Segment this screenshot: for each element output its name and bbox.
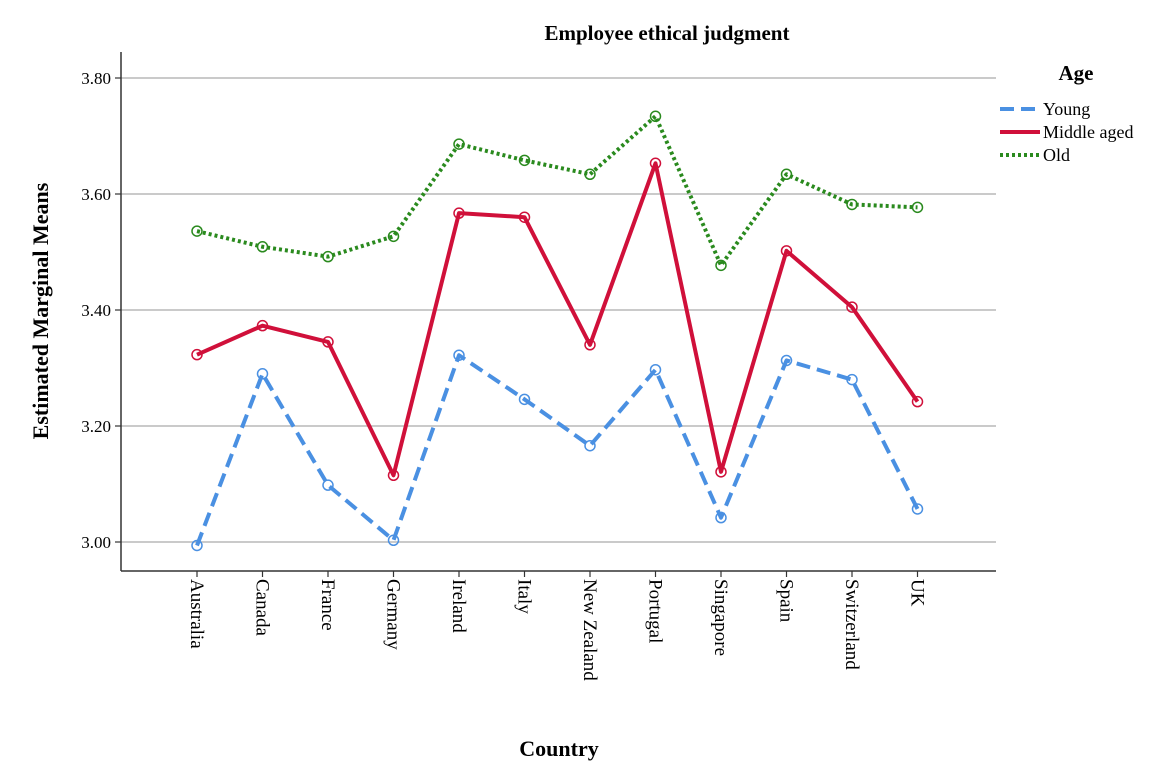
data-point	[911, 395, 924, 408]
legend-label: Young	[1043, 99, 1090, 119]
series-middle-aged	[191, 157, 924, 482]
y-tick-label: 3.00	[81, 533, 111, 552]
series-line	[196, 161, 920, 478]
legend-label: Middle aged	[1043, 122, 1133, 142]
x-tick-label: Switzerland	[841, 579, 862, 670]
data-point	[191, 539, 203, 552]
x-tick-label: Portugal	[645, 579, 666, 643]
legend: Age Young Middle aged Old	[1000, 61, 1133, 165]
x-tick-label: Italy	[514, 579, 535, 614]
data-point	[649, 110, 662, 123]
series-line	[196, 114, 918, 268]
x-tick-label: UK	[907, 579, 928, 607]
data-point	[453, 207, 465, 219]
data-point	[518, 393, 531, 406]
x-tick-label: New Zealand	[579, 579, 600, 681]
data-point	[715, 511, 727, 524]
series-group	[191, 110, 924, 552]
y-axis-title: Estimated Marginal Means	[28, 182, 53, 439]
data-point	[453, 349, 465, 361]
data-point	[453, 138, 465, 150]
y-tick-label: 3.60	[81, 185, 111, 204]
data-point	[911, 503, 924, 515]
data-point	[911, 201, 924, 214]
x-tick-label: Spain	[776, 579, 797, 623]
x-tick-label: France	[317, 579, 338, 631]
data-point	[846, 373, 858, 386]
legend-title: Age	[1059, 61, 1094, 85]
x-tick-label: Australia	[186, 579, 207, 649]
data-point	[846, 198, 858, 211]
data-point	[584, 439, 596, 452]
data-point	[518, 211, 531, 223]
data-point	[518, 154, 531, 167]
data-point	[191, 348, 203, 361]
y-tick-label: 3.40	[81, 301, 111, 320]
x-tick-labels: Australia Canada France Germany Ireland Italy…	[186, 571, 928, 681]
data-point	[649, 157, 662, 170]
data-point	[387, 469, 400, 482]
data-point	[780, 354, 793, 367]
series-line	[195, 353, 920, 547]
data-point	[846, 301, 858, 313]
data-point	[387, 534, 400, 547]
data-point	[649, 363, 662, 376]
axes	[120, 52, 996, 572]
data-point	[715, 259, 727, 272]
x-tick-label: Singapore	[710, 579, 731, 656]
data-point	[256, 241, 269, 253]
data-point	[387, 230, 400, 243]
y-tick-label: 3.20	[81, 417, 111, 436]
data-point	[256, 319, 269, 332]
grid-lines	[121, 77, 996, 543]
series-old	[191, 110, 924, 272]
data-point	[584, 168, 596, 181]
data-point	[191, 225, 203, 237]
data-point	[715, 466, 727, 478]
series-young	[191, 349, 924, 552]
x-tick-label: Germany	[383, 579, 404, 650]
x-tick-label: Canada	[252, 579, 273, 637]
chart-title: Employee ethical judgment	[545, 21, 790, 45]
data-point	[780, 168, 793, 181]
data-point	[322, 250, 334, 263]
data-point	[584, 339, 596, 351]
x-tick-label: Ireland	[448, 579, 469, 633]
y-tick-label: 3.80	[81, 69, 111, 88]
data-point	[780, 245, 793, 257]
y-tick-labels: 3.00 3.20 3.40 3.60 3.80	[81, 69, 121, 552]
data-point	[322, 336, 334, 348]
data-point	[322, 479, 334, 491]
data-point	[256, 368, 269, 380]
legend-label: Old	[1043, 145, 1070, 165]
x-axis-title: Country	[519, 736, 598, 761]
